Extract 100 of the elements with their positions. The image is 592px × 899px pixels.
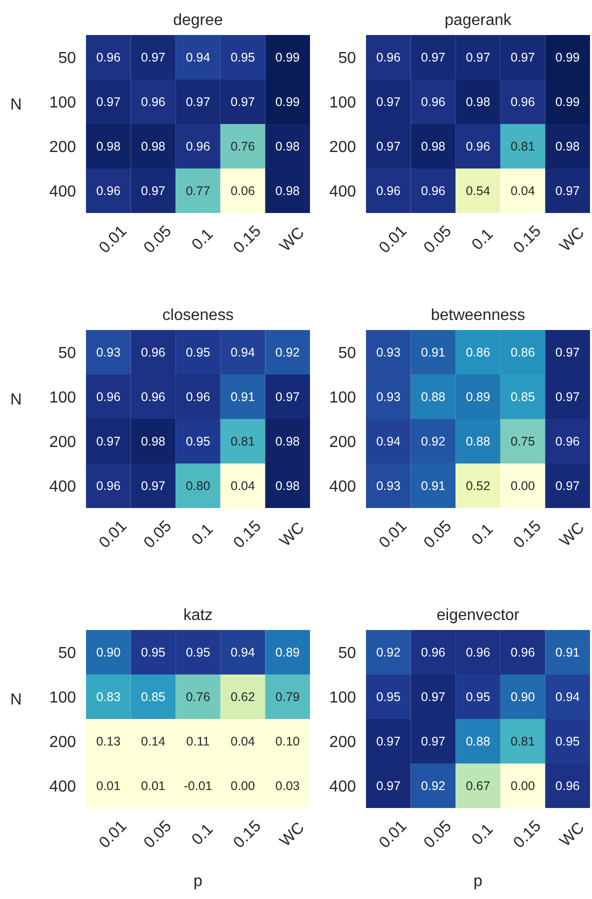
x-tick-label: 0.05: [420, 518, 456, 552]
data-label: 0.00: [510, 479, 536, 494]
data-label: 0.99: [555, 95, 580, 110]
data-label: 0.97: [466, 50, 490, 65]
data-label: 0.98: [555, 140, 580, 154]
data-label: 0.89: [275, 646, 300, 660]
data-label: 0.96: [555, 779, 580, 794]
data-label: 0.67: [466, 779, 490, 794]
data-label: 0.97: [421, 50, 446, 65]
data-label: 0.99: [275, 50, 300, 65]
data-label: 0.97: [96, 95, 121, 110]
data-label: 0.04: [230, 734, 256, 749]
data-label: 0.98: [141, 434, 166, 449]
data-label: 0.62: [230, 690, 256, 704]
data-label: 0.97: [96, 434, 121, 449]
y-tick-label: 200: [329, 734, 356, 751]
data-label: 0.85: [510, 390, 536, 404]
y-tick-label: 100: [329, 689, 356, 706]
data-label: 0.97: [555, 479, 580, 494]
data-label: 0.97: [421, 690, 446, 704]
data-label: 0.97: [421, 734, 446, 749]
y-tick-label: 100: [329, 389, 356, 406]
data-label: 0.97: [376, 779, 401, 794]
data-label: -0.01: [184, 779, 212, 794]
x-tick-label: 0.15: [510, 222, 545, 257]
data-label: 0.98: [275, 184, 300, 198]
x-tick-label: 0.05: [140, 518, 176, 552]
x-axis-title: p: [194, 873, 203, 890]
y-tick-label: 400: [329, 778, 356, 796]
x-tick-label: 0.1: [188, 820, 217, 849]
data-label: 0.52: [466, 479, 490, 494]
data-label: 0.98: [466, 95, 490, 110]
data-label: 0.98: [275, 479, 300, 494]
data-label: 0.79: [275, 690, 300, 704]
x-tick-label: 0.01: [96, 222, 130, 257]
data-label: 0.97: [376, 734, 401, 749]
x-tick-label: 0.01: [376, 518, 410, 552]
chart-title: degree: [173, 12, 224, 29]
data-label: 0.06: [230, 184, 256, 198]
data-label: 0.13: [96, 734, 121, 749]
data-label: 0.95: [555, 734, 580, 749]
data-label: 0.99: [555, 50, 580, 65]
x-tick-label: WC: [556, 819, 588, 850]
data-label: 0.94: [555, 690, 580, 704]
y-tick-label: 50: [58, 344, 76, 362]
x-tick-label: WC: [276, 519, 308, 550]
y-tick-label: 50: [58, 50, 76, 67]
x-tick-label: 0.01: [96, 518, 130, 552]
x-tick-label: 0.1: [468, 226, 497, 254]
data-label: 0.94: [186, 50, 210, 65]
data-label: 0.96: [421, 184, 446, 198]
data-label: 0.95: [186, 434, 210, 449]
data-label: 0.96: [141, 390, 166, 404]
data-label: 0.81: [510, 140, 536, 154]
data-label: 0.98: [141, 140, 166, 154]
y-tick-label: 400: [49, 778, 76, 796]
data-label: 0.01: [141, 779, 166, 794]
data-label: 0.95: [141, 646, 166, 660]
data-label: 0.97: [186, 95, 210, 110]
y-tick-label: 100: [329, 94, 356, 112]
x-tick-label: 0.05: [420, 818, 456, 852]
x-tick-label: WC: [276, 819, 308, 850]
x-tick-label: WC: [556, 224, 588, 256]
y-tick-label: 200: [329, 138, 356, 156]
data-label: 0.10: [275, 734, 300, 749]
data-label: 0.92: [275, 346, 300, 360]
data-label: 0.95: [466, 690, 490, 704]
y-tick-label: 200: [49, 434, 76, 451]
x-tick-label: 0.15: [230, 222, 265, 257]
data-label: 0.85: [141, 690, 166, 704]
data-label: 0.97: [555, 184, 580, 198]
data-label: 0.97: [141, 50, 166, 65]
y-tick-label: 50: [58, 644, 76, 662]
y-tick-label: 100: [49, 94, 76, 112]
data-label: 0.96: [96, 50, 121, 65]
x-tick-label: 0.1: [188, 226, 217, 254]
data-label: 0.91: [230, 390, 256, 404]
data-label: 0.99: [275, 95, 300, 110]
x-tick-label: 0.15: [510, 518, 545, 552]
y-axis-title: N: [10, 392, 22, 409]
data-label: 0.03: [275, 779, 300, 794]
data-label: 0.96: [186, 390, 210, 404]
x-tick-label: 0.1: [468, 820, 497, 849]
x-tick-label: 0.1: [188, 520, 217, 549]
y-tick-label: 200: [49, 138, 76, 156]
data-label: 0.94: [376, 434, 401, 449]
x-tick-label: 0.01: [376, 222, 410, 257]
x-tick-label: 0.15: [230, 518, 265, 552]
data-label: 0.96: [466, 646, 490, 660]
data-label: 0.04: [230, 479, 256, 494]
x-tick-label: 0.1: [468, 520, 497, 549]
y-axis-title: N: [10, 692, 22, 709]
data-label: 0.96: [376, 184, 401, 198]
x-tick-label: 0.15: [510, 818, 545, 852]
data-label: 0.96: [376, 50, 401, 65]
data-label: 0.91: [555, 646, 580, 660]
data-label: 0.96: [421, 646, 446, 660]
data-label: 0.76: [230, 140, 256, 154]
data-label: 0.76: [186, 690, 210, 704]
y-tick-label: 400: [329, 183, 356, 200]
